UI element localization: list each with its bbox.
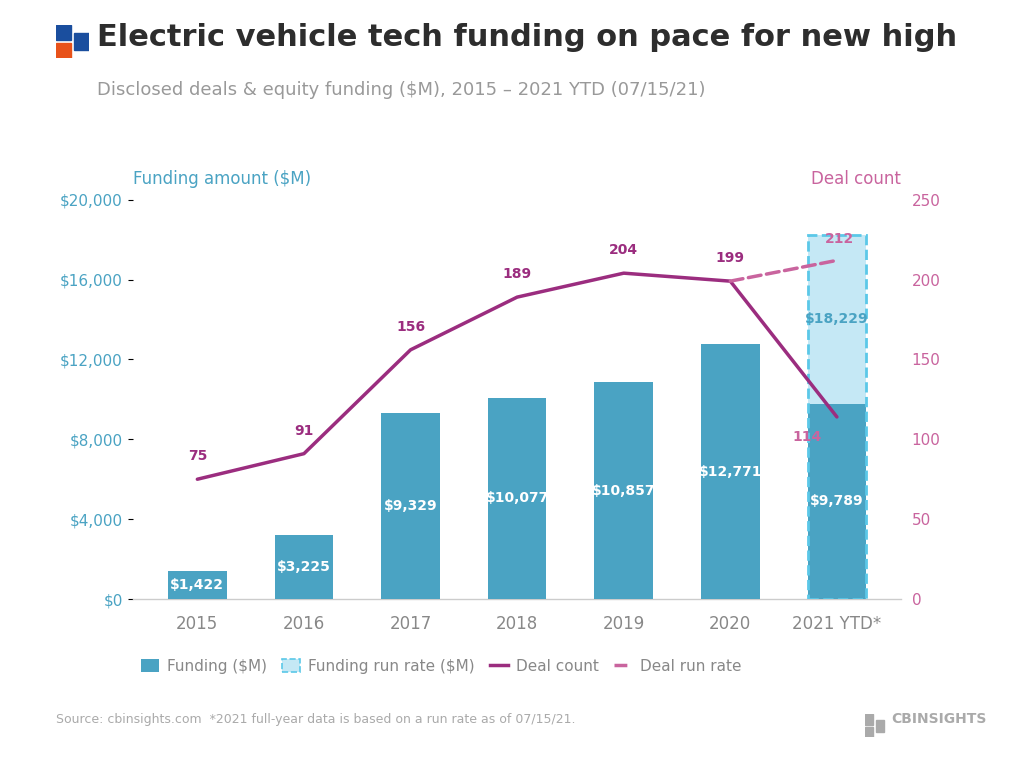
Text: Disclosed deals & equity funding ($M), 2015 – 2021 YTD (07/15/21): Disclosed deals & equity funding ($M), 2… xyxy=(97,81,706,98)
Text: $12,771: $12,771 xyxy=(698,465,762,478)
Text: Deal count: Deal count xyxy=(811,170,901,188)
Bar xyxy=(865,727,873,737)
Bar xyxy=(876,720,884,731)
Text: 75: 75 xyxy=(187,449,207,463)
Bar xyxy=(168,571,226,599)
Text: 212: 212 xyxy=(824,232,854,246)
Text: Electric vehicle tech funding on pace for new high: Electric vehicle tech funding on pace fo… xyxy=(97,23,957,52)
Text: Source: cbinsights.com  *2021 full-year data is based on a run rate as of 07/15/: Source: cbinsights.com *2021 full-year d… xyxy=(56,713,575,726)
Text: 204: 204 xyxy=(609,243,638,257)
Text: 156: 156 xyxy=(396,319,425,334)
Text: 199: 199 xyxy=(716,251,744,265)
Bar xyxy=(808,235,866,599)
Text: $10,077: $10,077 xyxy=(485,492,549,505)
Bar xyxy=(808,235,866,403)
Bar xyxy=(56,25,71,40)
Bar xyxy=(865,714,873,725)
Text: $3,225: $3,225 xyxy=(278,560,331,574)
Bar xyxy=(487,398,547,599)
Bar xyxy=(75,33,89,49)
Bar xyxy=(594,382,653,599)
Text: $9,329: $9,329 xyxy=(384,499,437,513)
Bar xyxy=(56,43,71,58)
Text: $10,857: $10,857 xyxy=(592,484,655,498)
Text: $18,229: $18,229 xyxy=(805,313,868,326)
Text: $1,422: $1,422 xyxy=(170,578,224,592)
Text: 91: 91 xyxy=(294,424,313,438)
Text: 189: 189 xyxy=(503,267,531,281)
Text: 114: 114 xyxy=(793,430,821,444)
Bar xyxy=(808,403,866,599)
Text: $9,789: $9,789 xyxy=(810,495,863,508)
Bar xyxy=(701,344,760,599)
Bar xyxy=(274,535,333,599)
Bar xyxy=(381,412,440,599)
Text: Funding amount ($M): Funding amount ($M) xyxy=(133,170,311,188)
Legend: Funding ($M), Funding run rate ($M), Deal count, Deal run rate: Funding ($M), Funding run rate ($M), Dea… xyxy=(140,659,741,674)
Text: CBINSIGHTS: CBINSIGHTS xyxy=(891,712,986,726)
